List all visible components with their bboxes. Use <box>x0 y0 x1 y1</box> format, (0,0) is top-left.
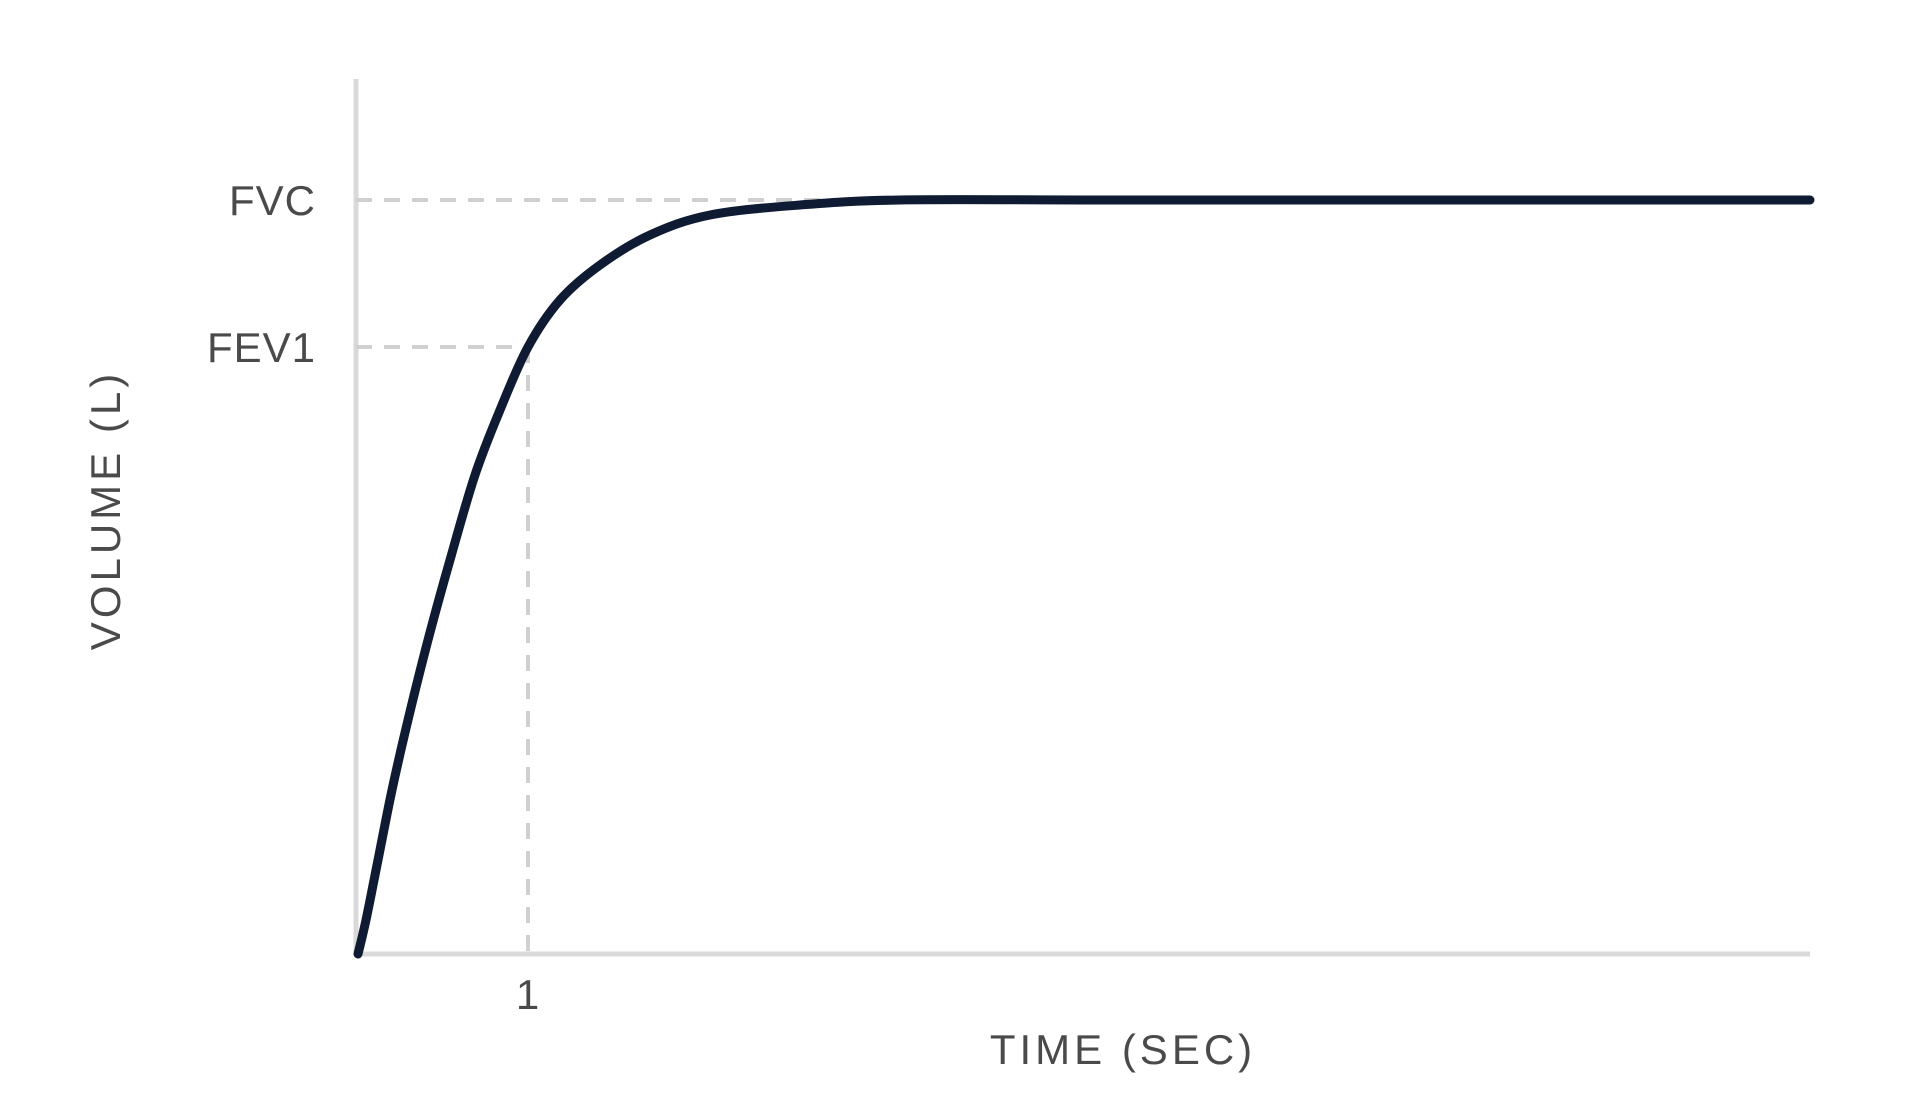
y-axis-label: VOLUME (L) <box>82 370 129 650</box>
x-tick-1: 1 <box>516 971 540 1018</box>
x-axis-label: TIME (SEC) <box>990 1026 1256 1073</box>
spirometry-chart: FVC FEV1 1 VOLUME (L) TIME (SEC) <box>0 0 1914 1110</box>
y-tick-fvc: FVC <box>229 177 316 224</box>
volume-time-curve <box>358 200 1810 954</box>
y-tick-fev1: FEV1 <box>207 324 316 371</box>
chart-svg: FVC FEV1 1 VOLUME (L) TIME (SEC) <box>0 0 1914 1110</box>
